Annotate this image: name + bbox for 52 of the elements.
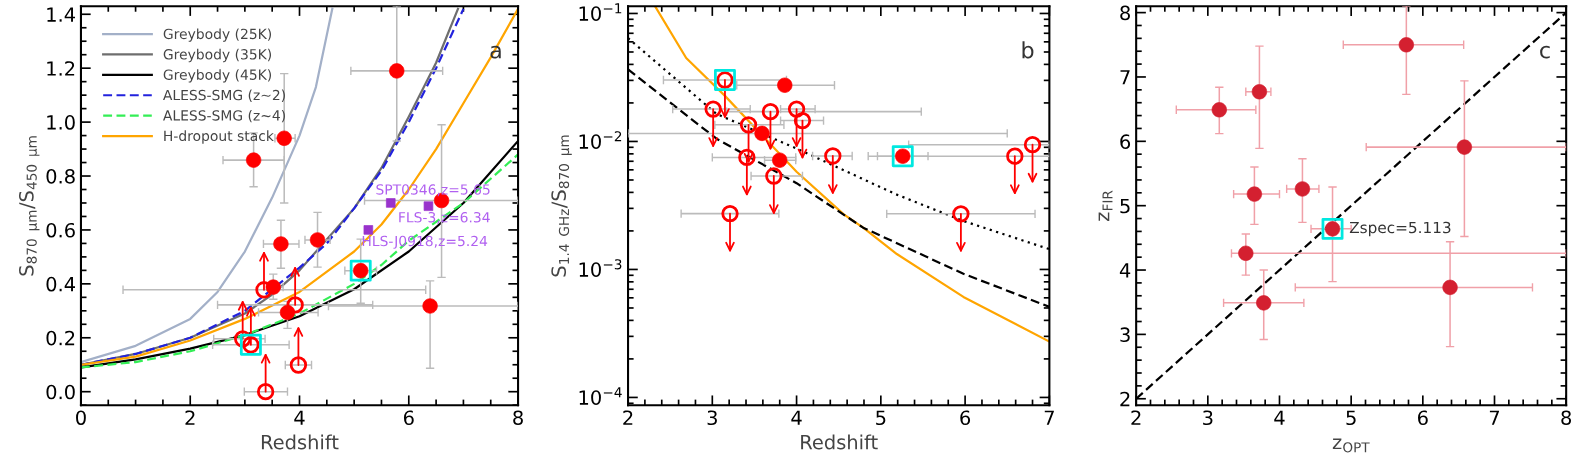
annotation: b: [1022, 41, 1034, 59]
y-tick-label: 1.0: [47, 115, 75, 130]
x-tick-label: 7: [1044, 410, 1054, 425]
annotation: Zspec=5.113: [1349, 221, 1451, 237]
y-tick-label: 10$^{−3}$: [579, 259, 622, 277]
y-tick-label: 6: [1120, 134, 1131, 149]
y-tick-label: 1.4: [47, 7, 75, 22]
x-tick-label: 8: [513, 410, 523, 426]
x-tick-label: 5: [876, 410, 886, 426]
y-axis-title: z$_{FIR}$: [1098, 190, 1113, 221]
x-tick-label: 6: [403, 410, 414, 426]
y-tick-label: 1.2: [47, 61, 75, 76]
annotation: c: [1540, 45, 1550, 59]
legend-label: ALESS-SMG (z~4): [163, 109, 285, 123]
x-axis-title: z$_{OPT}$: [1332, 438, 1370, 453]
y-tick-label: 7: [1120, 70, 1130, 85]
y-tick-label: 0.0: [46, 384, 75, 400]
x-tick-label: 4: [791, 410, 802, 425]
legend-label: Greybody (25K): [163, 28, 272, 42]
y-tick-label: 10$^{−1}$: [579, 3, 622, 21]
y-axis-title: S$_{1.4 GHz}$/S$_{870 μm}$: [551, 135, 572, 277]
y-tick-label: 10$^{−4}$: [579, 387, 622, 405]
y-tick-label: 5: [1120, 198, 1130, 214]
y-tick-label: 8: [1120, 5, 1130, 21]
x-tick-label: 0: [76, 410, 86, 426]
x-tick-label: 2: [1131, 410, 1141, 425]
y-axis-title: S$_{870 μm}$/S$_{450 μm}$: [19, 136, 40, 276]
y-tick-label: 0.6: [46, 222, 75, 238]
y-tick-label: 10$^{−2}$: [579, 131, 622, 149]
x-tick-label: 8: [1561, 410, 1572, 426]
x-tick-label: 2: [623, 410, 633, 425]
x-tick-label: 7: [1489, 410, 1500, 425]
y-tick-label: 3: [1120, 327, 1130, 343]
x-tick-label: 3: [1203, 410, 1213, 426]
legend-label: Greybody (35K): [163, 48, 272, 63]
legend-label: Greybody (45K): [163, 69, 272, 83]
y-tick-label: 0.2: [46, 330, 75, 346]
legend-label: ALESS-SMG (z~2): [163, 89, 285, 102]
y-tick-label: 4: [1119, 263, 1131, 278]
x-tick-label: 3: [707, 410, 717, 426]
y-tick-label: 0.4: [46, 276, 75, 292]
legend-label: H-dropout stack: [164, 130, 274, 144]
y-tick-label: 2: [1120, 391, 1130, 407]
x-tick-label: 4: [1274, 410, 1285, 425]
x-tick-label: 2: [185, 410, 195, 425]
x-tick-label: 6: [960, 410, 971, 426]
y-tick-label: 0.8: [46, 168, 75, 184]
x-axis-title: Redshift: [261, 434, 339, 450]
x-axis-title: Redshift: [801, 434, 878, 450]
x-tick-label: 6: [1418, 410, 1428, 426]
x-tick-label: 5: [1346, 410, 1356, 426]
x-tick-label: 4: [294, 410, 305, 425]
